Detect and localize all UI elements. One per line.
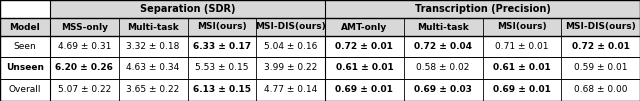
Text: 0.71 ± 0.01: 0.71 ± 0.01 (495, 42, 548, 51)
Bar (325, 0, 640, 18)
Text: 3.99 ± 0.22: 3.99 ± 0.22 (264, 64, 317, 73)
Text: 6.20 ± 0.26: 6.20 ± 0.26 (56, 64, 113, 73)
Bar (0, 36, 640, 57)
Text: 0.72 ± 0.01: 0.72 ± 0.01 (572, 42, 630, 51)
Text: 3.32 ± 0.18: 3.32 ± 0.18 (127, 42, 180, 51)
Bar (50, 0, 325, 18)
Text: 0.69 ± 0.01: 0.69 ± 0.01 (493, 86, 551, 95)
Text: 6.13 ± 0.15: 6.13 ± 0.15 (193, 86, 251, 95)
Text: Overall: Overall (9, 86, 41, 95)
Text: Model: Model (10, 23, 40, 32)
Text: MSI(ours): MSI(ours) (497, 23, 547, 32)
Text: 5.53 ± 0.15: 5.53 ± 0.15 (195, 64, 248, 73)
Text: 0.58 ± 0.02: 0.58 ± 0.02 (417, 64, 470, 73)
Text: Seen: Seen (13, 42, 36, 51)
Text: 6.33 ± 0.17: 6.33 ± 0.17 (193, 42, 251, 51)
Text: 3.65 ± 0.22: 3.65 ± 0.22 (127, 86, 180, 95)
Text: 5.04 ± 0.16: 5.04 ± 0.16 (264, 42, 317, 51)
Text: Multi-task: Multi-task (417, 23, 469, 32)
Text: MSI(ours): MSI(ours) (197, 23, 246, 32)
Text: 4.77 ± 0.14: 4.77 ± 0.14 (264, 86, 317, 95)
Text: Unseen: Unseen (6, 64, 44, 73)
Text: 0.59 ± 0.01: 0.59 ± 0.01 (574, 64, 627, 73)
Text: 0.72 ± 0.01: 0.72 ± 0.01 (335, 42, 394, 51)
Text: MSS-only: MSS-only (61, 23, 108, 32)
Text: 4.63 ± 0.34: 4.63 ± 0.34 (127, 64, 180, 73)
Text: 0.69 ± 0.03: 0.69 ± 0.03 (414, 86, 472, 95)
Bar (0, 79, 640, 101)
Text: 4.69 ± 0.31: 4.69 ± 0.31 (58, 42, 111, 51)
Text: Multi-task: Multi-task (127, 23, 179, 32)
Text: 0.61 ± 0.01: 0.61 ± 0.01 (335, 64, 393, 73)
Text: 0.61 ± 0.01: 0.61 ± 0.01 (493, 64, 551, 73)
Text: 5.07 ± 0.22: 5.07 ± 0.22 (58, 86, 111, 95)
Text: 0.68 ± 0.00: 0.68 ± 0.00 (574, 86, 627, 95)
Text: MSI-DIS(ours): MSI-DIS(ours) (255, 23, 326, 32)
Text: Separation (SDR): Separation (SDR) (140, 4, 236, 14)
Bar (0, 18, 640, 36)
Bar (0, 0, 50, 18)
Text: Transcription (Precision): Transcription (Precision) (415, 4, 550, 14)
Bar (0, 57, 640, 79)
Text: 0.69 ± 0.01: 0.69 ± 0.01 (335, 86, 394, 95)
Text: MSI-DIS(ours): MSI-DIS(ours) (565, 23, 636, 32)
Text: 0.72 ± 0.04: 0.72 ± 0.04 (414, 42, 472, 51)
Text: AMT-only: AMT-only (341, 23, 387, 32)
